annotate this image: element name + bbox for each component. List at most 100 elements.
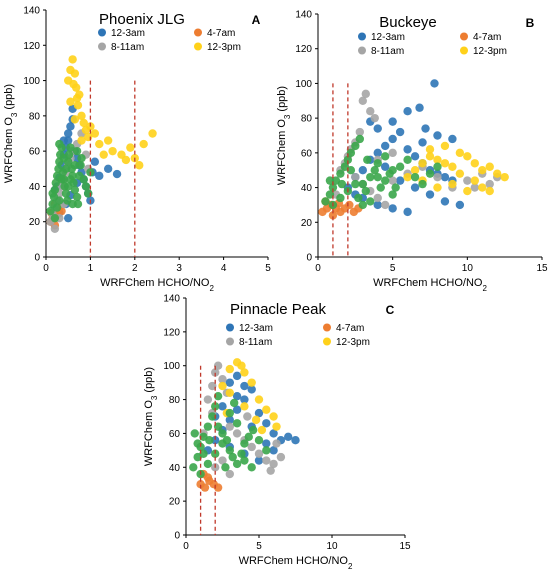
y-tick-label: 0 — [174, 531, 180, 542]
x-tick-label: 2 — [132, 263, 138, 274]
x-tick-label: 10 — [326, 541, 338, 552]
point-8-11am — [208, 381, 217, 391]
legend-marker — [460, 32, 468, 41]
point-12-3pm — [448, 162, 457, 171]
y-tick-label: 20 — [169, 497, 181, 508]
point-12-3am — [247, 385, 256, 394]
point-green — [425, 169, 435, 178]
y-tick-label: 100 — [295, 79, 312, 90]
point-green — [55, 139, 64, 149]
point-12-3am — [112, 169, 122, 179]
point-green — [337, 179, 347, 189]
point-12-3pm — [272, 422, 281, 431]
y-tick-label: 0 — [34, 253, 40, 264]
y-tick-label: 120 — [295, 44, 312, 55]
panel-c: 0 20 40 60 80 100 120 140 0 5 10 15 WRFChem HCHO/NO2… — [143, 294, 411, 571]
point-green — [189, 463, 198, 472]
point-12-3pm — [70, 69, 80, 78]
legend-label: 12-3am — [239, 323, 273, 334]
point-green — [325, 190, 335, 199]
legend-label: 8-11am — [239, 337, 272, 348]
point-12-3pm — [121, 155, 131, 165]
point-12-3pm — [493, 169, 502, 178]
y-tick-label: 60 — [169, 429, 181, 440]
point-12-3am — [284, 432, 293, 442]
point-green — [79, 175, 88, 184]
point-8-11am — [203, 395, 213, 404]
point-green — [205, 436, 214, 445]
x-tick-label: 15 — [399, 541, 411, 552]
point-green — [346, 148, 356, 158]
point-green — [77, 154, 86, 163]
legend-label: 8-11am — [371, 46, 404, 57]
y-tick-label: 140 — [295, 10, 312, 21]
point-12-3pm — [237, 361, 246, 370]
point-green — [373, 159, 382, 168]
point-12-3am — [262, 419, 271, 428]
point-8-11am — [388, 176, 397, 185]
y-tick-label: 100 — [23, 76, 40, 87]
point-green — [63, 182, 73, 191]
point-12-3pm — [68, 55, 77, 64]
point-green — [190, 429, 199, 438]
point-8-11am — [218, 456, 227, 465]
point-green — [244, 432, 253, 442]
point-green — [247, 463, 256, 472]
point-8-11am — [370, 113, 379, 123]
point-12-3pm — [485, 162, 494, 171]
legend-marker — [98, 28, 106, 37]
point-12-3pm — [90, 129, 100, 138]
panel-letter: B — [526, 16, 535, 30]
y-tick-label: 80 — [301, 114, 313, 125]
point-12-3am — [240, 395, 249, 404]
legend-label: 12-3pm — [473, 46, 507, 57]
point-green — [336, 193, 345, 203]
point-12-3pm — [108, 146, 117, 156]
y-axis-label-unit: (ppb) — [276, 86, 288, 115]
point-12-3pm — [425, 145, 435, 154]
y-axis-label: WRFChem O3 (ppb) — [143, 367, 159, 466]
point-12-3pm — [73, 101, 83, 110]
point-12-3am — [63, 129, 73, 138]
point-12-3pm — [135, 161, 144, 170]
point-green — [213, 422, 223, 431]
point-12-3pm — [70, 115, 80, 124]
point-12-3pm — [262, 405, 271, 414]
point-12-3am — [410, 152, 420, 161]
x-tick-label: 10 — [462, 263, 474, 274]
point-12-3pm — [433, 155, 442, 164]
legend-marker — [358, 32, 366, 41]
y-axis-label-subscript: 3 — [10, 112, 19, 117]
point-green — [76, 161, 85, 170]
x-tick-label: 5 — [256, 541, 262, 552]
point-12-3pm — [75, 90, 84, 99]
point-12-3am — [410, 183, 420, 192]
panel-letter: A — [252, 13, 261, 27]
x-tick-label: 1 — [88, 263, 94, 274]
point-8-11am — [276, 452, 286, 462]
point-green — [221, 463, 230, 472]
point-12-3am — [440, 197, 450, 206]
point-8-11am — [213, 361, 223, 370]
point-12-3am — [388, 117, 397, 126]
point-12-3am — [403, 207, 412, 217]
point-green — [361, 186, 370, 196]
y-axis-label: WRFChem O3 (ppb) — [276, 86, 292, 185]
point-green — [50, 213, 60, 223]
point-green — [358, 200, 367, 210]
point-12-3am — [95, 171, 104, 181]
point-12-3am — [262, 439, 271, 448]
point-12-3pm — [126, 143, 135, 152]
point-12-3pm — [478, 166, 487, 175]
point-12-3pm — [77, 111, 86, 121]
point-12-3pm — [95, 139, 104, 149]
y-tick-label: 100 — [163, 361, 180, 372]
legend-marker — [98, 42, 106, 51]
legend-label: 12-3am — [111, 28, 145, 39]
point-12-3pm — [403, 172, 412, 182]
x-tick-label: 0 — [183, 541, 189, 552]
point-8-11am — [388, 148, 397, 158]
panel-title: Pinnacle Peak — [230, 301, 326, 318]
point-12-3pm — [470, 176, 479, 185]
point-8-11am — [225, 469, 234, 479]
